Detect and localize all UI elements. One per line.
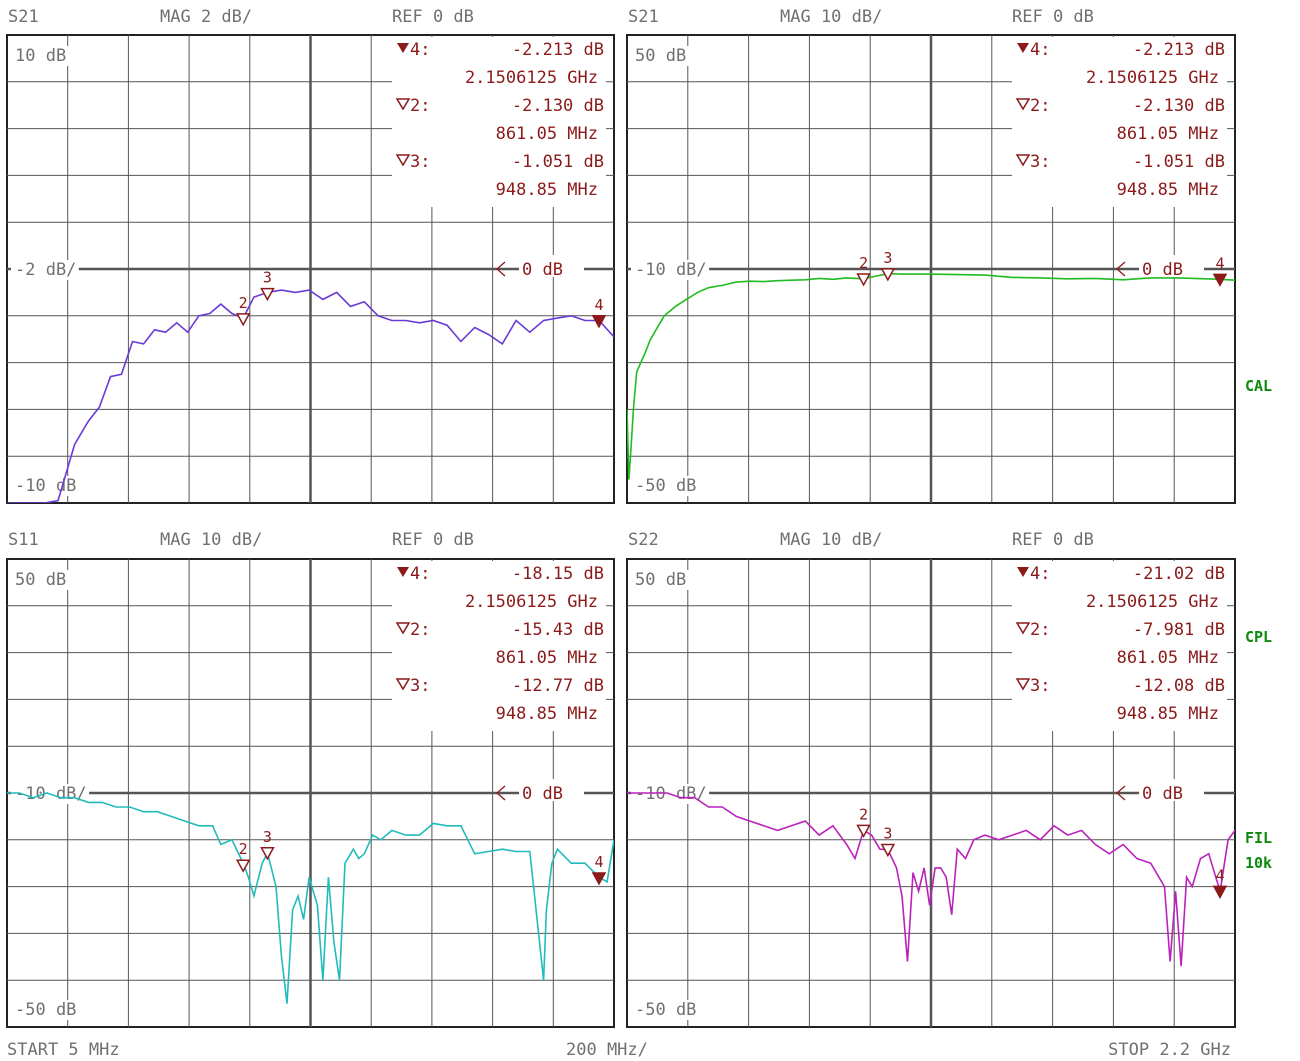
marker-freq: 861.05 MHz: [496, 648, 598, 668]
marker-id: 3:: [1030, 676, 1050, 696]
marker-freq: 948.85 MHz: [1117, 704, 1219, 724]
trace-marker-number: 2: [859, 254, 868, 272]
trace-marker-number: 4: [1215, 866, 1224, 884]
marker-value: -12.77 dB: [512, 676, 604, 696]
bottom-label: -50 dB: [635, 1000, 696, 1020]
start-frequency: START 5 MHz: [7, 1040, 120, 1060]
frequency-division: 200 MHz/: [566, 1040, 648, 1060]
bottom-label: -50 dB: [635, 476, 696, 496]
param-label: S22: [628, 530, 659, 550]
marker-value: -7.981 dB: [1133, 620, 1225, 640]
top-label: 10 dB: [15, 46, 66, 66]
marker-value: -2.213 dB: [1133, 40, 1225, 60]
marker-freq: 948.85 MHz: [1117, 180, 1219, 200]
scale-label: MAG 10 dB/: [780, 530, 882, 550]
ref-label: REF 0 dB: [392, 7, 474, 27]
marker-freq: 2.1506125 GHz: [1086, 68, 1219, 88]
marker-id: 2:: [410, 96, 430, 116]
top-label: 50 dB: [635, 570, 686, 590]
marker-value: -1.051 dB: [1133, 152, 1225, 172]
marker-id: 3:: [410, 676, 430, 696]
marker-freq: 2.1506125 GHz: [465, 592, 598, 612]
top-label: 50 dB: [635, 46, 686, 66]
marker-freq: 861.05 MHz: [1117, 124, 1219, 144]
side-label-fil: FIL: [1245, 829, 1272, 847]
bottom-label: -50 dB: [15, 1000, 76, 1020]
trace-marker-number: 4: [1215, 254, 1224, 272]
marker-value: -12.08 dB: [1133, 676, 1225, 696]
marker-id: 4:: [410, 564, 430, 584]
mid-label: -2 dB/: [15, 260, 76, 280]
chart-panel-4: S22 MAG 10 dB/REF 0 dB 4: -21.02 dB 2.150612…: [627, 530, 1235, 1027]
ref-position-label: 0 dB: [522, 784, 563, 804]
ref-position-label: 0 dB: [522, 260, 563, 280]
marker-id: 2:: [1030, 96, 1050, 116]
chart-panel-2: S21 MAG 10 dB/REF 0 dB 4: -2.213 dB 2.150612…: [627, 7, 1235, 503]
marker-freq: 2.1506125 GHz: [465, 68, 598, 88]
marker-freq: 861.05 MHz: [496, 124, 598, 144]
marker-id: 2:: [1030, 620, 1050, 640]
marker-id: 3:: [1030, 152, 1050, 172]
top-label: 50 dB: [15, 570, 66, 590]
marker-value: -18.15 dB: [512, 564, 604, 584]
marker-freq: 2.1506125 GHz: [1086, 592, 1219, 612]
scale-label: MAG 10 dB/: [160, 530, 262, 550]
marker-id: 4:: [410, 40, 430, 60]
trace-marker-number: 3: [263, 828, 272, 846]
marker-value: -21.02 dB: [1133, 564, 1225, 584]
bottom-label: -10 dB: [15, 476, 76, 496]
stop-frequency: STOP 2.2 GHz: [1108, 1040, 1231, 1060]
side-label-cal: CAL: [1245, 377, 1272, 395]
ref-label: REF 0 dB: [392, 530, 474, 550]
trace-marker-number: 3: [883, 249, 892, 267]
chart-panel-1: S21 MAG 2 dB/REF 0 dB 4: -2.213 dB 2.1506125…: [7, 7, 614, 503]
marker-freq: 948.85 MHz: [496, 704, 598, 724]
param-label: S11: [8, 530, 39, 550]
marker-value: -2.130 dB: [512, 96, 604, 116]
marker-value: -15.43 dB: [512, 620, 604, 640]
trace-marker-number: 3: [263, 269, 272, 287]
ref-label: REF 0 dB: [1012, 7, 1094, 27]
chart-panel-3: S11 MAG 10 dB/REF 0 dB 4: -18.15 dB 2.150612…: [7, 530, 614, 1027]
marker-freq: 861.05 MHz: [1117, 648, 1219, 668]
marker-id: 4:: [1030, 40, 1050, 60]
marker-value: -2.213 dB: [512, 40, 604, 60]
mid-label: -10 dB/: [635, 260, 707, 280]
param-label: S21: [8, 7, 39, 27]
trace-marker-number: 2: [239, 840, 248, 858]
side-label-cpl: CPL: [1245, 628, 1272, 646]
marker-id: 2:: [410, 620, 430, 640]
marker-freq: 948.85 MHz: [496, 180, 598, 200]
marker-value: -2.130 dB: [1133, 96, 1225, 116]
marker-id: 4:: [1030, 564, 1050, 584]
param-label: S21: [628, 7, 659, 27]
trace-marker-number: 4: [594, 296, 603, 314]
marker-value: -1.051 dB: [512, 152, 604, 172]
trace-marker-number: 2: [859, 805, 868, 823]
side-label-10k: 10k: [1245, 854, 1272, 872]
ref-label: REF 0 dB: [1012, 530, 1094, 550]
ref-position-label: 0 dB: [1142, 784, 1183, 804]
ref-position-label: 0 dB: [1142, 260, 1183, 280]
marker-id: 3:: [410, 152, 430, 172]
scale-label: MAG 2 dB/: [160, 7, 252, 27]
trace-marker-number: 4: [594, 853, 603, 871]
scale-label: MAG 10 dB/: [780, 7, 882, 27]
trace-marker-number: 2: [239, 294, 248, 312]
trace-marker-number: 3: [883, 825, 892, 843]
